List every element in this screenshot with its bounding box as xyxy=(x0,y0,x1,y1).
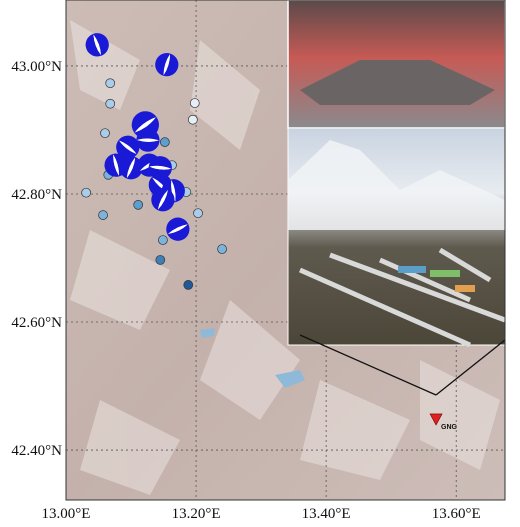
focal-mechanism xyxy=(119,156,143,180)
x-tick-label: 13.40°E xyxy=(302,506,351,522)
map-frame xyxy=(65,0,506,501)
y-tick-label: 42.60°N xyxy=(11,315,62,331)
focal-mechanism xyxy=(136,128,160,152)
beachball-nodal xyxy=(119,140,137,155)
event xyxy=(158,235,168,245)
y-tick-label: 42.80°N xyxy=(11,187,62,203)
lab-detail xyxy=(300,60,495,105)
focal-mechanism xyxy=(85,33,109,57)
x-tick-label: 13.60°E xyxy=(432,506,481,522)
x-tick-label: 13.00°E xyxy=(42,506,91,522)
beachball-nodal xyxy=(163,54,171,76)
station-label: GNG xyxy=(441,424,458,431)
event xyxy=(160,137,170,147)
beachball-lobe xyxy=(149,156,172,179)
beachball-lobe xyxy=(136,129,159,152)
lakes xyxy=(200,328,305,388)
beachball-nodal xyxy=(93,34,101,56)
event xyxy=(100,128,110,139)
event xyxy=(189,98,200,108)
beachball-lobe xyxy=(116,136,139,159)
beachball-nodal xyxy=(149,165,172,170)
y-tick-label: 42.40°N xyxy=(11,443,62,459)
x-tick-label: 13.20°E xyxy=(172,506,221,522)
photo-inset xyxy=(287,0,506,348)
event xyxy=(81,187,92,198)
inset-connector xyxy=(299,334,506,396)
relief-highlights xyxy=(70,20,500,495)
event xyxy=(187,114,198,125)
snow xyxy=(288,140,505,230)
beachball-lobe xyxy=(120,156,143,179)
focal-mechanism xyxy=(116,135,140,159)
beachball-nodal xyxy=(157,189,168,210)
focal-mechanism xyxy=(151,188,175,212)
focal-mechanism xyxy=(166,217,190,241)
beachball-nodal xyxy=(113,154,119,176)
tunnels xyxy=(298,247,506,348)
beachball-nodal xyxy=(167,224,188,235)
event xyxy=(133,200,144,210)
beachball-lobe xyxy=(86,33,109,56)
beachball-nodal xyxy=(126,157,136,178)
beachball-nodal xyxy=(171,179,176,202)
event xyxy=(105,98,116,109)
y-tick-label: 43.00°N xyxy=(11,59,62,75)
focal-mechanism xyxy=(155,53,179,77)
event xyxy=(105,78,116,89)
event xyxy=(98,210,108,220)
beachball-nodal xyxy=(134,117,156,133)
beachball-nodal xyxy=(136,138,159,142)
event xyxy=(193,208,203,219)
event xyxy=(183,280,194,290)
beachball-lobe xyxy=(151,188,174,211)
beachball-lobe xyxy=(149,174,172,196)
beachball-lobe xyxy=(155,53,178,76)
beachball-lobe xyxy=(166,218,189,241)
lab-halls xyxy=(398,266,475,292)
station-marker xyxy=(429,413,443,426)
event xyxy=(217,244,227,254)
event xyxy=(155,255,166,265)
